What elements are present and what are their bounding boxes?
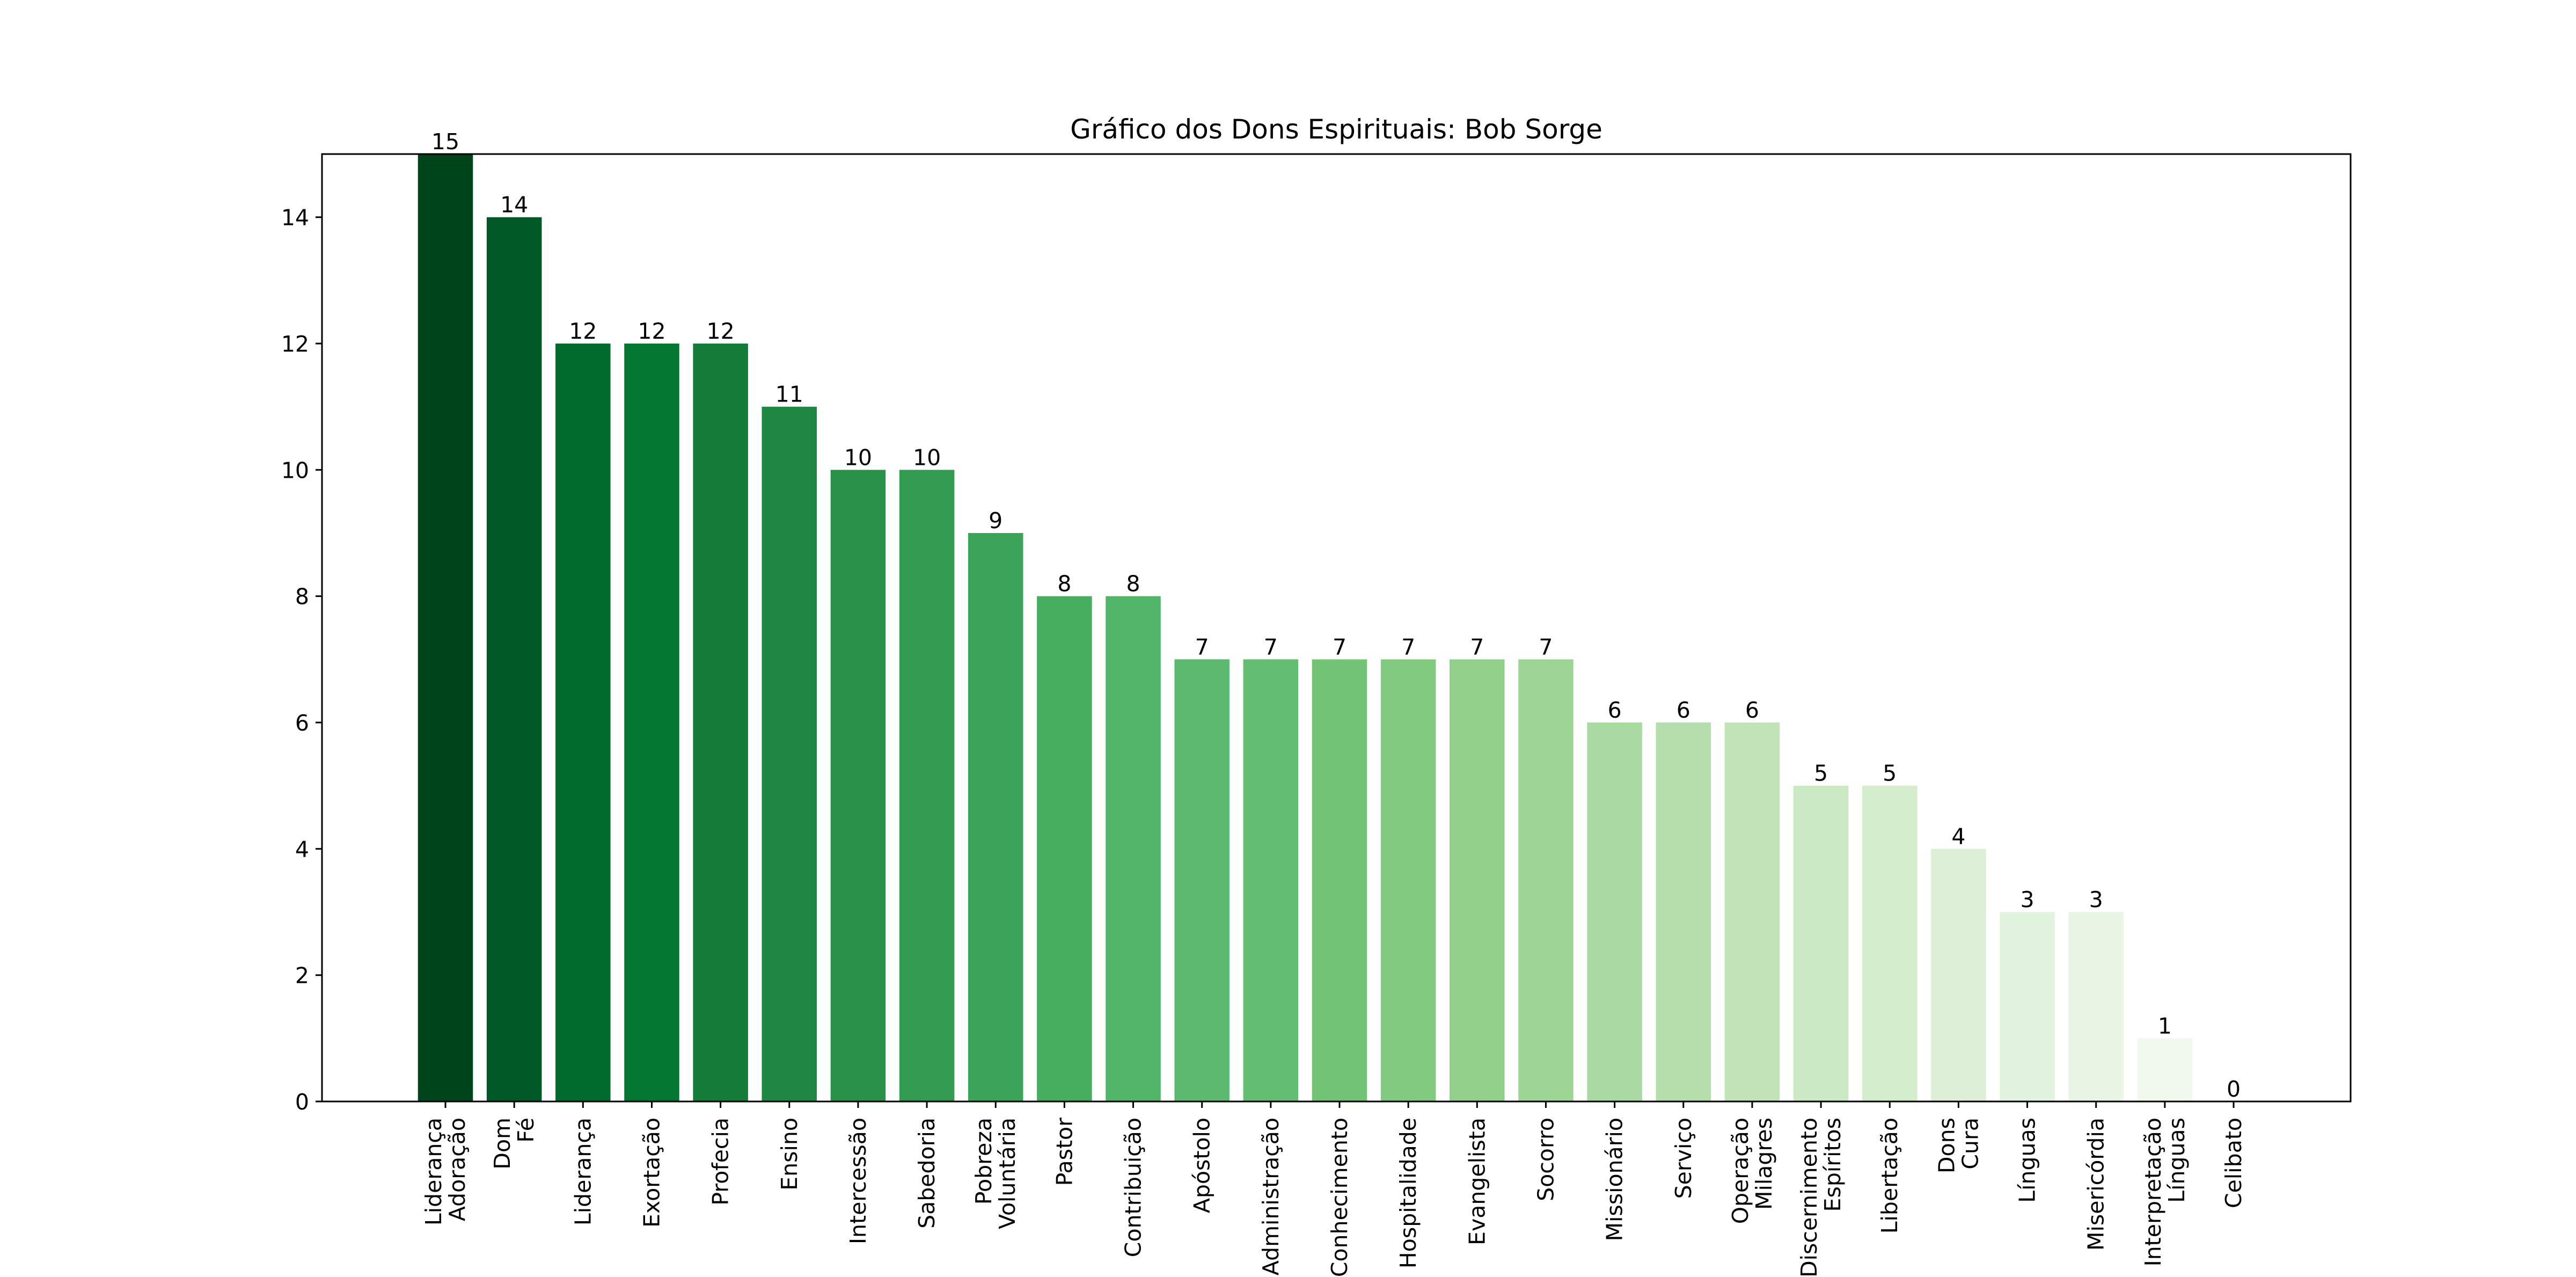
bar	[1174, 659, 1230, 1101]
x-axis: LiderançaAdoração DomFé Liderança Exortação…	[421, 1101, 2246, 1277]
y-tick-label: 8	[295, 584, 309, 610]
bar	[2137, 1038, 2193, 1101]
bar-value-label: 5	[1883, 761, 1897, 786]
x-tick-label: Administração	[1258, 1118, 1284, 1275]
x-tick-label: Exortação	[639, 1118, 664, 1228]
bar-value-label: 12	[638, 318, 665, 344]
y-tick-label: 10	[281, 457, 309, 483]
bar-value-label: 1	[2158, 1013, 2172, 1039]
x-tick-label: Liderança	[570, 1118, 596, 1225]
x-tick-label: Contribuição	[1121, 1118, 1146, 1257]
x-tick-label: Ensino	[777, 1118, 802, 1191]
bar	[1380, 659, 1436, 1101]
bar-value-label: 8	[1126, 571, 1140, 597]
bar-value-label: 10	[844, 444, 872, 470]
x-tick-label: Conhecimento	[1327, 1118, 1352, 1277]
y-tick-label: 12	[281, 331, 309, 357]
bar	[899, 470, 955, 1102]
x-tick-label: Misericórdia	[2083, 1118, 2109, 1251]
bar-value-label: 14	[500, 192, 528, 218]
bar-value-label: 6	[1608, 697, 1622, 723]
x-tick-label: Evangelista	[1464, 1118, 1490, 1245]
x-tick-label: DiscernimentoEspíritos	[1796, 1118, 1846, 1277]
bar-value-label: 7	[1333, 634, 1346, 660]
bar	[1587, 723, 1642, 1101]
x-tick-label: Profecia	[708, 1118, 734, 1206]
bar-value-label: 15	[431, 129, 459, 155]
x-tick-label: Libertação	[1877, 1118, 1902, 1234]
bar	[1724, 723, 1780, 1101]
bar	[486, 217, 542, 1102]
bar-value-label: 6	[1677, 697, 1690, 723]
bar-value-label: 9	[989, 508, 1002, 534]
bar	[830, 470, 886, 1102]
bar-value-label: 10	[913, 444, 941, 470]
bar	[2000, 912, 2055, 1101]
x-tick-label: Socorro	[1533, 1118, 1558, 1201]
bars-group	[418, 154, 2193, 1102]
bar-value-label: 12	[707, 318, 735, 344]
bar	[1656, 723, 1711, 1101]
bar-value-label: 6	[1745, 697, 1759, 723]
y-tick-label: 14	[281, 205, 309, 231]
bar-value-label: 7	[1264, 634, 1278, 660]
x-tick-label: Apóstolo	[1189, 1118, 1215, 1213]
bar-value-label: 0	[2227, 1076, 2241, 1102]
x-tick-label: DonsCura	[1934, 1118, 1983, 1173]
bar	[1450, 659, 1505, 1101]
x-tick-label: OperaçãoMilagres	[1728, 1118, 1777, 1224]
x-tick-label: DomFé	[489, 1118, 539, 1170]
bar	[624, 344, 679, 1101]
bar-value-label: 7	[1539, 634, 1553, 660]
bar	[555, 344, 611, 1101]
x-tick-label: PobrezaVoluntária	[971, 1118, 1020, 1229]
bar-value-label: 7	[1195, 634, 1209, 660]
bar-value-label: 7	[1401, 634, 1415, 660]
x-tick-label: LiderançaAdoração	[421, 1118, 470, 1225]
bar	[1037, 596, 1092, 1101]
bar-value-label: 5	[1814, 761, 1828, 786]
chart-title: Gráfico dos Dons Espirituais: Bob Sorge	[1070, 114, 1602, 145]
bar	[1312, 659, 1367, 1101]
bar-value-label: 11	[775, 382, 803, 407]
x-tick-label: InterpretaçãoLínguas	[2140, 1118, 2190, 1266]
bar	[418, 154, 473, 1101]
y-tick-label: 0	[295, 1089, 309, 1115]
x-tick-label: Pastor	[1051, 1118, 1077, 1186]
bar	[1793, 785, 1849, 1101]
bar-value-label: 12	[569, 318, 597, 344]
y-axis: 0 2 4 6 8 10 12 14	[281, 205, 322, 1115]
bar	[2068, 912, 2124, 1101]
bar	[693, 344, 748, 1101]
bar	[1106, 596, 1161, 1101]
bar	[762, 406, 817, 1101]
x-tick-label: Hospitalidade	[1395, 1118, 1421, 1268]
x-tick-label: Missionário	[1602, 1118, 1628, 1241]
x-tick-label: Intercessão	[845, 1118, 871, 1244]
bar	[1243, 659, 1299, 1101]
bar	[1931, 849, 1986, 1101]
bar	[968, 533, 1023, 1101]
x-tick-label: Celibato	[2221, 1118, 2246, 1208]
bar	[1518, 659, 1574, 1101]
bar-value-label: 4	[1951, 823, 1965, 849]
bar-value-label: 7	[1470, 634, 1484, 660]
x-tick-label: Sabedoria	[914, 1118, 940, 1229]
x-tick-label: Línguas	[2015, 1118, 2040, 1203]
bar	[1862, 785, 1918, 1101]
y-tick-label: 6	[295, 710, 309, 736]
bar-value-label: 3	[2089, 887, 2103, 913]
bar-value-label: 3	[2020, 887, 2034, 913]
bar-value-label: 8	[1057, 571, 1071, 597]
plot-frame	[321, 153, 2352, 1103]
x-tick-label: Serviço	[1671, 1118, 1696, 1199]
y-tick-label: 2	[295, 963, 309, 989]
y-tick-label: 4	[295, 836, 309, 862]
